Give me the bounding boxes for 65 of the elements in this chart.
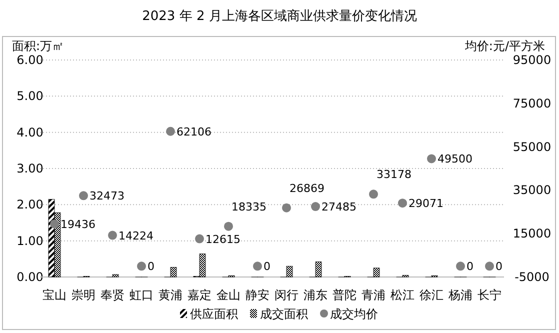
y-tick-label: 0.00 (16, 270, 44, 284)
y-tick-label: 4.00 (16, 125, 44, 140)
x-tick-label: 虹口 (130, 288, 154, 302)
y2-tick-label: 75000 (512, 96, 552, 110)
x-tick-label: 嘉定 (188, 288, 212, 302)
point (398, 198, 407, 208)
legend-label: 成交均价 (330, 307, 378, 321)
x-tick-label: 崇明 (72, 288, 96, 302)
data-label: 0 (466, 260, 474, 274)
data-label: 0 (496, 260, 502, 274)
legend-label: 成交面积 (260, 307, 308, 321)
x-tick-label: 金山 (216, 288, 240, 302)
x-tick-label: 徐汇 (420, 288, 444, 302)
data-label: 14224 (118, 229, 154, 242)
x-tick-label: 宝山 (42, 288, 66, 302)
data-label: 62106 (176, 125, 212, 138)
point (282, 203, 291, 212)
point (224, 222, 233, 231)
y-tick-label: 2.00 (16, 198, 44, 212)
y-tick-label: 6.00 (16, 53, 44, 67)
point (79, 191, 88, 200)
point (485, 262, 494, 271)
point (456, 262, 465, 271)
y2-tick-label: 35000 (512, 183, 552, 198)
chart-title: 2023 年 2 月上海各区域商业供求量价变化情况 (142, 9, 417, 24)
data-label: 27485 (322, 200, 356, 214)
y2-axis-title: 均价:元/平方米 (464, 39, 545, 53)
x-tick-label: 奉贤 (100, 288, 124, 302)
data-label: 19436 (60, 218, 96, 231)
x-tick-label: 普陀 (332, 288, 356, 302)
point (253, 262, 262, 271)
x-tick-label: 闵行 (274, 288, 298, 302)
point (195, 234, 204, 244)
x-tick-label: 浦东 (304, 288, 328, 302)
y2-tick-label: 95000 (512, 53, 552, 67)
point (108, 230, 117, 240)
y-tick-label: 3.00 (16, 162, 44, 176)
x-tick-label: 长宁 (478, 288, 502, 302)
x-tick-label: 松江 (390, 288, 414, 302)
x-tick-label: 黄浦 (158, 288, 182, 302)
x-tick-label: 青浦 (362, 288, 386, 302)
data-label: 32473 (90, 190, 124, 203)
x-tick-label: 杨浦 (448, 288, 472, 302)
data-label: 18335 (232, 200, 266, 214)
y-axis-title: 面积:万㎡ (12, 39, 64, 53)
data-label: 29071 (408, 197, 444, 210)
y2-tick-label: -5000 (514, 270, 550, 284)
data-label: 26869 (290, 182, 324, 195)
point (166, 126, 175, 136)
data-label: 0 (264, 260, 270, 274)
y-tick-label: 1.00 (16, 234, 44, 248)
y2-tick-label: 15000 (512, 226, 552, 241)
point (311, 202, 320, 212)
x-tick-label: 静安 (246, 288, 270, 302)
data-label: 49500 (438, 152, 472, 166)
point (427, 154, 436, 164)
point (50, 219, 59, 228)
data-label: 12615 (206, 232, 240, 246)
y2-tick-label: 55000 (512, 140, 552, 154)
point (369, 190, 378, 199)
point (137, 262, 146, 271)
legend-label: 供应面积 (190, 307, 238, 321)
y-tick-label: 5.00 (16, 89, 44, 104)
data-label: 0 (148, 260, 154, 274)
data-label: 33178 (376, 168, 412, 182)
